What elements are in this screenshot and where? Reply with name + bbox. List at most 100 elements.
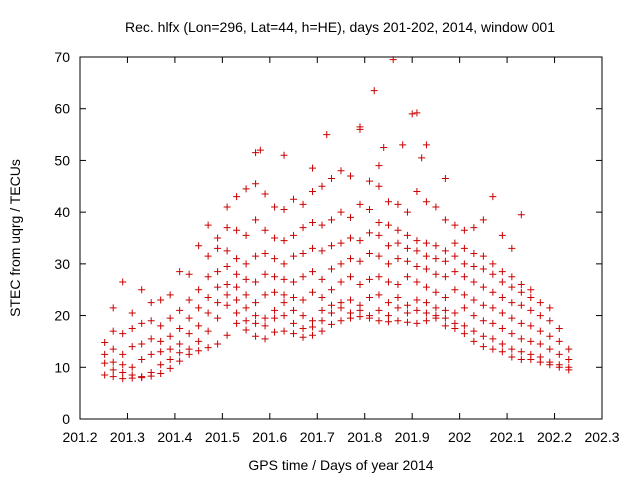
data-point	[328, 320, 336, 328]
data-point	[460, 330, 468, 338]
data-point	[233, 270, 241, 278]
data-point	[128, 343, 136, 351]
data-point	[242, 326, 250, 334]
data-point	[498, 231, 506, 239]
data-point	[365, 250, 373, 258]
data-point	[565, 345, 573, 353]
data-point	[280, 299, 288, 307]
data-point	[157, 322, 165, 330]
data-point	[138, 319, 146, 327]
data-point	[451, 268, 459, 276]
data-point	[204, 344, 212, 352]
data-point	[290, 293, 298, 301]
data-point	[166, 291, 174, 299]
data-point	[394, 226, 402, 234]
data-point	[536, 299, 544, 307]
x-tick-label: 201.2	[62, 429, 97, 445]
data-point	[460, 322, 468, 330]
data-point	[441, 293, 449, 301]
data-point	[346, 296, 354, 304]
data-point	[337, 239, 345, 247]
data-point	[290, 278, 298, 286]
data-point	[337, 167, 345, 175]
data-point	[527, 350, 535, 358]
data-point	[242, 231, 250, 239]
data-point	[233, 193, 241, 201]
data-point	[375, 231, 383, 239]
data-point	[403, 318, 411, 326]
x-tick-label: 201.3	[110, 429, 145, 445]
axis-tick-labels: 201.2 201.3 201.4 201.5 201.6 201.7 201.8 201.9…	[54, 49, 619, 445]
x-tick-label: 201.4	[157, 429, 192, 445]
data-point	[422, 141, 430, 149]
data-point	[441, 322, 449, 330]
data-point	[318, 182, 326, 190]
data-point	[489, 288, 497, 296]
data-point	[460, 304, 468, 312]
data-point	[204, 327, 212, 335]
data-point	[565, 363, 573, 371]
data-point	[375, 252, 383, 260]
data-point	[346, 273, 354, 281]
data-point	[375, 317, 383, 325]
data-point	[498, 278, 506, 286]
data-point	[290, 319, 298, 327]
x-tick-label: 202	[448, 429, 472, 445]
data-point	[176, 325, 184, 332]
data-point	[318, 317, 326, 325]
data-point	[432, 270, 440, 278]
data-point	[375, 306, 383, 314]
data-point	[299, 250, 307, 258]
data-point	[418, 154, 426, 162]
data-point	[176, 268, 184, 276]
x-tick-label: 201.5	[205, 429, 240, 445]
data-point	[413, 278, 421, 286]
data-point	[489, 335, 497, 343]
data-point	[290, 252, 298, 260]
x-tick-label: 201.6	[252, 429, 287, 445]
data-point	[384, 278, 392, 286]
data-point	[375, 182, 383, 190]
data-point	[280, 206, 288, 214]
data-point	[432, 312, 440, 320]
data-point	[101, 359, 109, 367]
data-point	[517, 335, 525, 343]
data-point	[138, 340, 146, 348]
data-point	[271, 328, 279, 336]
data-point	[252, 180, 260, 188]
data-point	[223, 203, 231, 211]
data-point	[413, 109, 421, 117]
y-tick-label: 0	[62, 411, 70, 427]
data-point	[147, 335, 155, 343]
data-point	[195, 322, 203, 330]
data-point	[536, 312, 544, 320]
data-point	[309, 244, 317, 252]
data-point	[318, 247, 326, 255]
data-point	[460, 291, 468, 299]
data-point	[403, 231, 411, 239]
data-point	[128, 363, 136, 371]
y-tick-label: 50	[54, 152, 70, 168]
data-point	[101, 338, 109, 346]
data-point	[498, 309, 506, 317]
data-point	[451, 239, 459, 247]
data-point	[403, 244, 411, 252]
data-point	[460, 244, 468, 252]
data-point	[299, 325, 307, 332]
data-point	[527, 306, 535, 314]
data-point	[346, 234, 354, 242]
data-point	[242, 304, 250, 312]
data-point	[403, 208, 411, 216]
data-point	[508, 314, 516, 322]
chart-title: Rec. hlfx (Lon=296, Lat=44, h=HE), days …	[125, 19, 555, 35]
data-point	[233, 296, 241, 304]
data-point	[470, 296, 478, 304]
data-point	[233, 283, 241, 291]
data-point	[166, 364, 174, 372]
data-point	[138, 356, 146, 364]
data-point	[508, 244, 516, 252]
data-point	[413, 187, 421, 195]
data-point	[290, 195, 298, 203]
data-point	[109, 327, 117, 335]
data-point	[119, 330, 127, 338]
